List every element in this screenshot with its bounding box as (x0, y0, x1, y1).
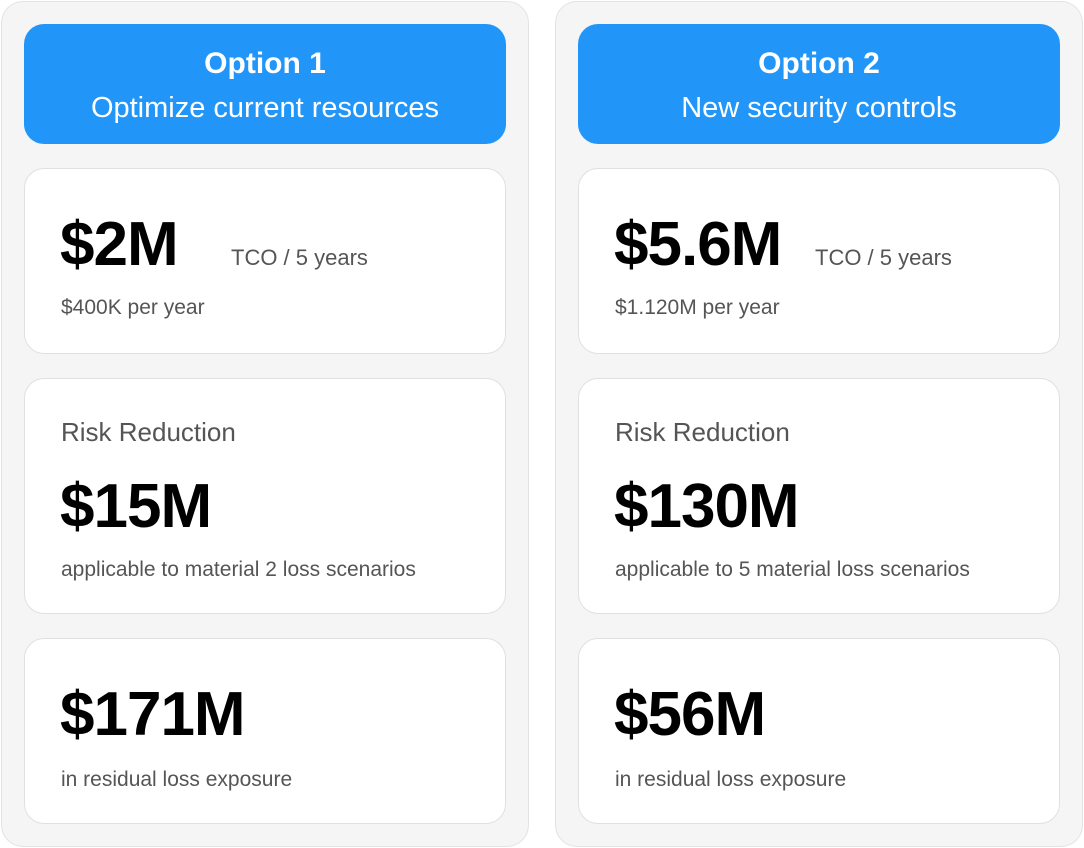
option-2-risk-note: applicable to 5 material loss scenarios (615, 558, 970, 581)
option-2-panel: Option 2 New security controls $5.6M TCO… (555, 1, 1083, 847)
option-1-residual-card: $171M in residual loss exposure (24, 638, 506, 824)
option-2-tco-card: $5.6M TCO / 5 years $1.120M per year (578, 168, 1060, 354)
option-2-residual-value: $56M (614, 680, 766, 749)
option-1-tco-card: $2M TCO / 5 years $400K per year (24, 168, 506, 354)
option-2-risk-label: Risk Reduction (615, 417, 790, 447)
option-2-description: New security controls (681, 92, 957, 124)
option-1-description: Optimize current resources (90, 92, 440, 124)
option-2-title: Option 2 (758, 47, 880, 80)
option-1-risk-value: $15M (60, 472, 212, 541)
option-1-tco-value: $2M (60, 210, 179, 279)
option-1-residual-note: in residual loss exposure (61, 768, 293, 791)
option-1-tco-label: TCO / 5 years (231, 245, 368, 270)
option-2-tco-value: $5.6M (614, 210, 782, 279)
option-1-title: Option 1 (204, 47, 326, 80)
option-2-residual-card: $56M in residual loss exposure (578, 638, 1060, 824)
option-2-risk-card: Risk Reduction $130M applicable to 5 mat… (578, 378, 1060, 614)
option-1-risk-label: Risk Reduction (61, 417, 236, 447)
option-1-header: Option 1 Optimize current resources (24, 24, 506, 144)
option-2-residual-note: in residual loss exposure (615, 768, 847, 791)
option-1-risk-card: Risk Reduction $15M applicable to materi… (24, 378, 506, 614)
option-1-panel: Option 1 Optimize current resources $2M … (1, 1, 529, 847)
option-2-header: Option 2 New security controls (578, 24, 1060, 144)
option-2-per-year: $1.120M per year (615, 296, 780, 319)
option-1-per-year: $400K per year (61, 296, 205, 319)
option-1-risk-note: applicable to material 2 loss scenarios (61, 558, 416, 581)
option-2-risk-value: $130M (614, 472, 800, 541)
option-2-tco-label: TCO / 5 years (815, 245, 952, 270)
option-1-residual-value: $171M (60, 680, 246, 749)
